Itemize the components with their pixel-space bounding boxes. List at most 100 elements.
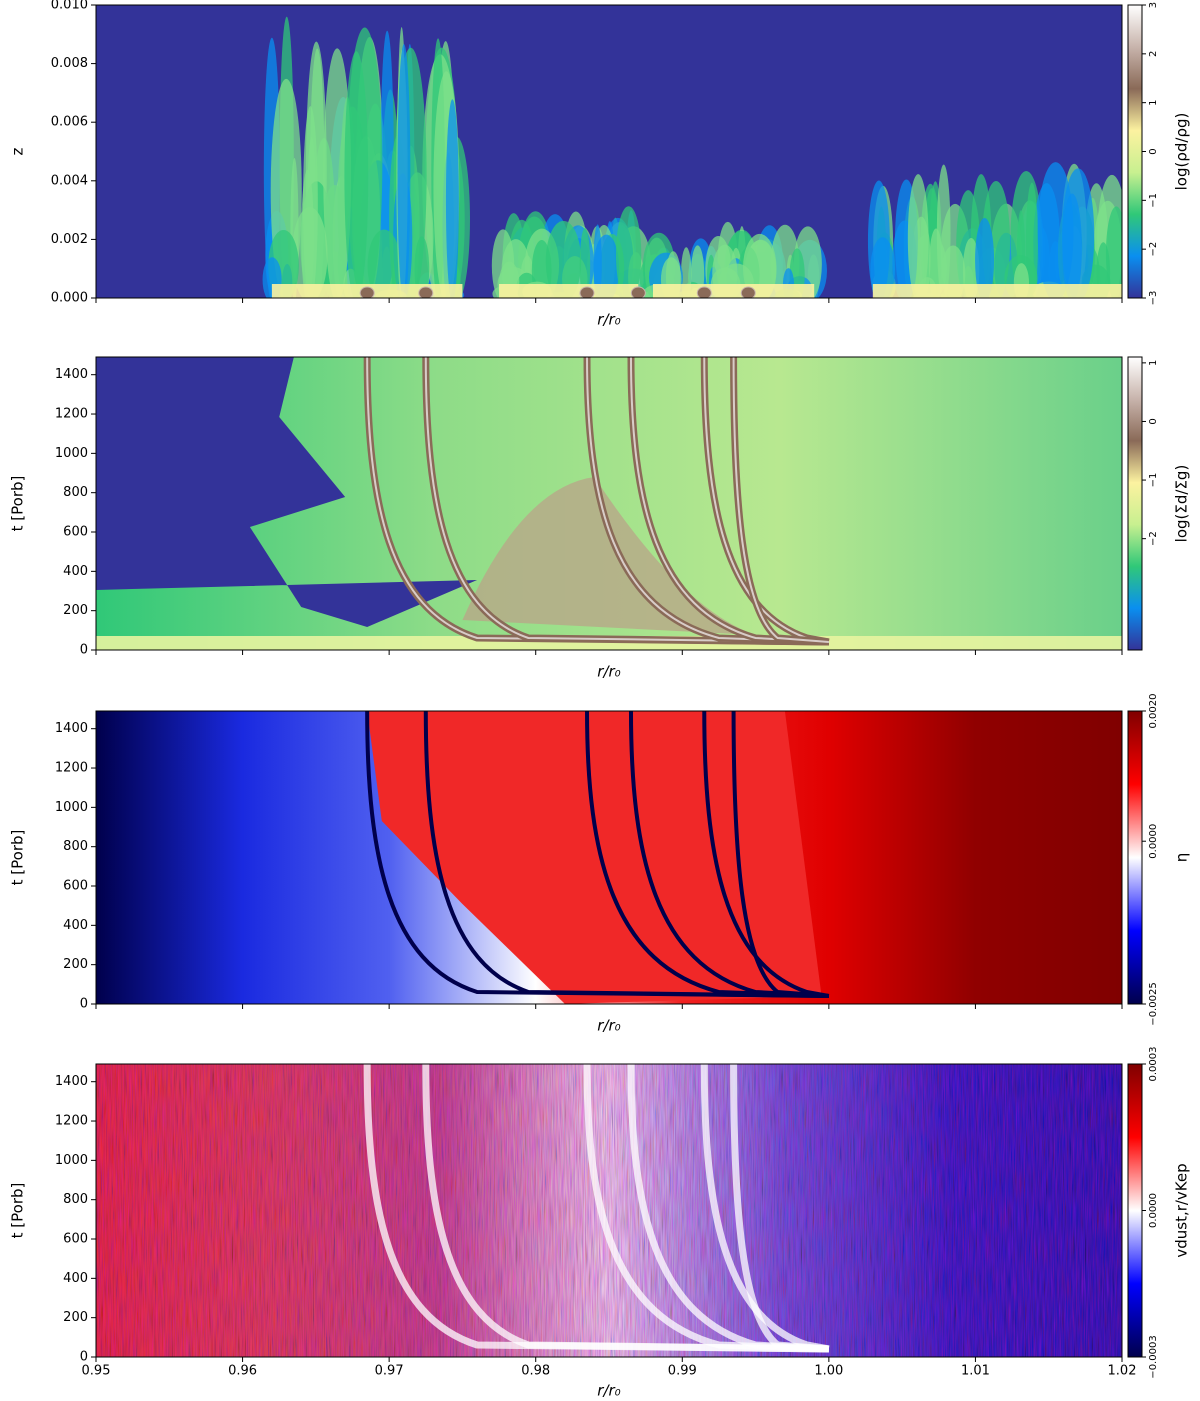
y-tick-label: 1200 [55, 1114, 88, 1129]
colorbar-tick-label: −1 [1148, 473, 1159, 488]
y-tick-label: 1000 [55, 1153, 88, 1168]
dust-plume [367, 229, 401, 298]
x-axis-label: r/r₀ [597, 311, 620, 329]
y-axis-label: t [Porb] [9, 830, 27, 886]
dust-layer [652, 284, 815, 298]
dust-layer [499, 284, 639, 298]
colorbar-tick-label: −1 [1148, 193, 1159, 208]
dust-filament-core [586, 357, 829, 643]
dust-plume [593, 234, 620, 298]
dust-cloud [462, 477, 756, 635]
dust-clump [418, 286, 434, 298]
dust-filament-core [629, 357, 829, 643]
dust-plume [344, 51, 369, 298]
eta-filament [628, 711, 829, 998]
y-tick-label: 600 [63, 1232, 88, 1247]
eta-filament [702, 711, 830, 998]
dust-filament-core [703, 357, 830, 643]
y-tick-label: 0 [80, 1350, 88, 1365]
dust-plume [975, 218, 995, 298]
eta-filament [365, 711, 829, 998]
y-tick-label: 1200 [55, 761, 88, 776]
dust-clump [579, 286, 595, 298]
dust-plume [397, 44, 411, 298]
y-tick-label: 400 [63, 1271, 88, 1286]
dust-free-region [96, 357, 478, 627]
x-axis-label: r/r₀ [597, 1017, 620, 1035]
dust-plume [1062, 193, 1082, 298]
dust-plume [445, 99, 459, 298]
eta-filament [585, 711, 829, 998]
y-tick-label: 600 [63, 525, 88, 540]
plot-frame [95, 1063, 1123, 1358]
colorbar [1127, 1063, 1143, 1358]
plot-frame [95, 356, 1123, 651]
dust-plume [742, 233, 777, 298]
velocity-filament [700, 1064, 830, 1353]
heatmap [96, 5, 1122, 298]
y-axis-label: t [Porb] [9, 476, 27, 532]
dust-clump [630, 286, 646, 298]
x-tick-label: 1.02 [1108, 1364, 1137, 1379]
x-tick-label: 0.95 [82, 1364, 111, 1379]
x-axis-label: r/r₀ [597, 663, 620, 681]
colorbar-label: log(ρd/ρg) [1173, 113, 1191, 191]
colorbar-tick-label: −0.0003 [1148, 1335, 1159, 1378]
eta-filament [731, 711, 830, 998]
y-tick-label: 400 [63, 918, 88, 933]
y-tick-label: 1400 [55, 367, 88, 382]
y-tick-label: 0.004 [51, 173, 88, 188]
heatmap [96, 1064, 1122, 1357]
y-tick-label: 0.008 [51, 56, 88, 71]
colorbar-tick-label: 1 [1148, 99, 1159, 105]
colorbar-tick-label: 2 [1148, 51, 1159, 57]
colorbar-tick-label: −0.0025 [1148, 982, 1159, 1025]
y-tick-label: 0.000 [51, 291, 88, 306]
x-axis-label: r/r₀ [597, 1382, 620, 1400]
eta-filament [423, 711, 829, 998]
velocity-filament [363, 1064, 829, 1353]
plot-frame [95, 4, 1123, 299]
y-tick-label: 200 [63, 1310, 88, 1325]
velocity-filament [583, 1064, 829, 1353]
dust-clump [740, 286, 756, 298]
y-tick-label: 0 [80, 997, 88, 1012]
colorbar-tick-label: 1 [1148, 360, 1159, 366]
colorbar-tick-label: 3 [1148, 2, 1159, 8]
dust-filament-core [424, 357, 829, 643]
dust-plume [414, 236, 430, 298]
x-tick-label: 0.97 [375, 1364, 404, 1379]
x-tick-label: 0.99 [668, 1364, 697, 1379]
heatmap [96, 711, 1122, 1004]
velocity-filament [627, 1064, 830, 1353]
dust-plume [303, 106, 318, 298]
dust-plume [870, 237, 895, 298]
y-tick-label: 800 [63, 485, 88, 500]
colorbar-tick-label: 0.0003 [1148, 1047, 1159, 1082]
colorbar-tick-label: −2 [1148, 531, 1159, 546]
dust-plume [615, 206, 642, 298]
colorbar-tick-label: −3 [1148, 291, 1159, 306]
plot-frame [95, 710, 1123, 1005]
colorbar-tick-label: 0 [1148, 148, 1159, 154]
x-tick-label: 1.00 [814, 1364, 843, 1379]
y-tick-label: 800 [63, 839, 88, 854]
velocity-filament [730, 1064, 830, 1353]
colorbar [1127, 710, 1143, 1005]
velocity-filament [422, 1064, 829, 1353]
y-tick-label: 200 [63, 957, 88, 972]
heatmap [96, 357, 1122, 650]
dust-plume [579, 228, 591, 298]
x-tick-label: 0.98 [521, 1364, 550, 1379]
colorbar-label: log(Σd/Σg) [1173, 465, 1191, 543]
y-tick-label: 1400 [55, 721, 88, 736]
y-tick-label: 400 [63, 564, 88, 579]
colorbar [1127, 356, 1143, 651]
colorbar-label: η [1173, 853, 1191, 863]
dust-filament-core [732, 357, 829, 643]
y-tick-label: 1000 [55, 446, 88, 461]
heatmap-noise [96, 1064, 1122, 1357]
dust-plume [545, 220, 582, 298]
y-axis-label: z [9, 147, 27, 155]
